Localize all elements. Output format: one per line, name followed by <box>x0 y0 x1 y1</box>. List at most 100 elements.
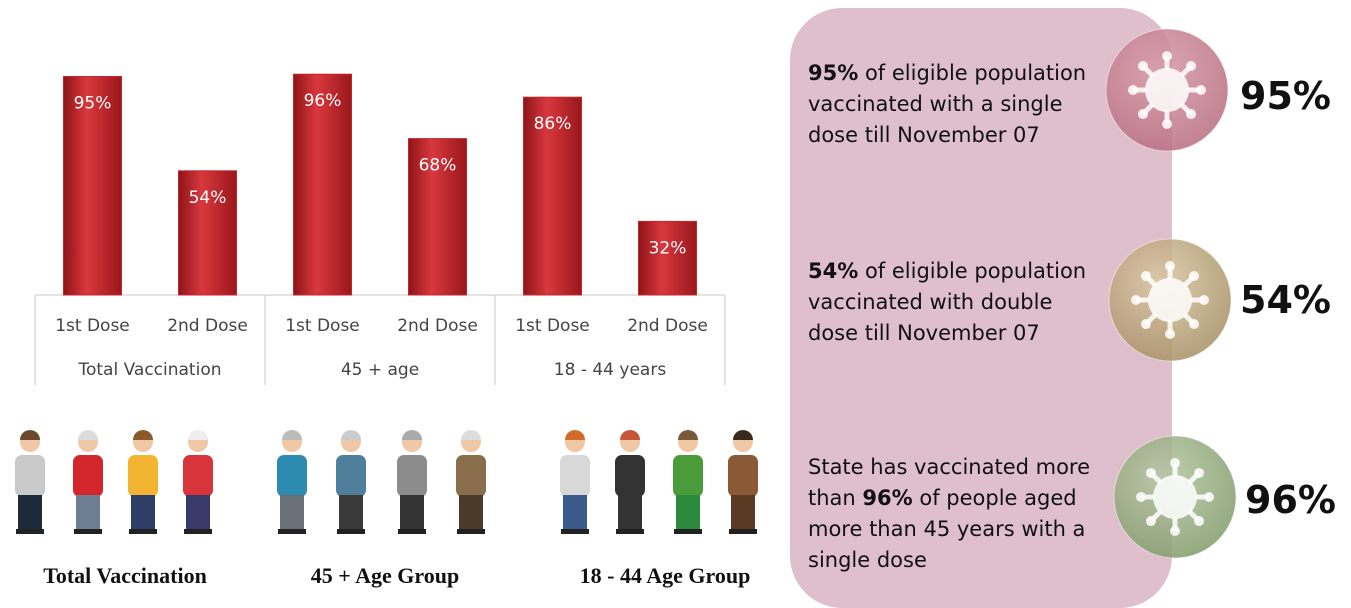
hair <box>678 430 698 440</box>
person-illustration <box>15 430 45 534</box>
hair <box>620 430 640 440</box>
value-label: 54% <box>189 188 227 208</box>
hair <box>733 430 753 440</box>
hair <box>78 430 98 440</box>
hair <box>402 430 422 440</box>
legs <box>731 495 755 531</box>
virus-spike-tip <box>1186 109 1196 119</box>
hair <box>461 430 481 440</box>
highlight-text-part: 54% <box>808 259 858 283</box>
category-label: 2nd Dose <box>627 316 708 336</box>
group-label: Total Vaccination <box>77 360 221 380</box>
shoes <box>616 529 644 534</box>
torso <box>397 455 427 497</box>
value-label: 32% <box>649 238 687 258</box>
highlight-text: 54% of eligible population vaccinated wi… <box>808 256 1108 349</box>
people-caption: Total Vaccination <box>43 563 207 588</box>
torso <box>183 455 213 497</box>
virus-spike-tip <box>1189 271 1199 281</box>
highlight-figure: 96% <box>1245 478 1336 522</box>
torso <box>615 455 645 497</box>
legs <box>186 495 210 531</box>
person-illustration <box>397 430 427 534</box>
value-label: 95% <box>74 94 112 114</box>
value-label: 68% <box>419 156 457 176</box>
shoes <box>398 529 426 534</box>
category-label: 2nd Dose <box>167 316 248 336</box>
person-illustration <box>673 430 703 534</box>
hair <box>133 430 153 440</box>
page: Total Vaccination 45 + age 18 - 44 years 95… <box>0 0 1351 595</box>
legs <box>339 495 363 531</box>
highlight-figure: 54% <box>1240 278 1331 322</box>
torso <box>15 455 45 497</box>
person-illustration <box>73 430 103 534</box>
highlight-text: State has vaccinated more than 96% of pe… <box>808 452 1108 576</box>
legs <box>131 495 155 531</box>
torso <box>728 455 758 497</box>
torso <box>456 455 486 497</box>
virus-spike-tip <box>1194 468 1204 478</box>
people-caption: 18 - 44 Age Group <box>580 563 751 588</box>
virus-spike <box>1181 104 1191 114</box>
person-illustration <box>728 430 758 534</box>
person-illustration <box>560 430 590 534</box>
shoes <box>457 529 485 534</box>
virus-spike-tip <box>1196 85 1206 95</box>
virus-spike-tip <box>1194 516 1204 526</box>
shoes <box>729 529 757 534</box>
legs <box>618 495 642 531</box>
person-illustration <box>183 430 213 534</box>
legs <box>18 495 42 531</box>
person-illustration <box>615 430 645 534</box>
shoes <box>184 529 212 534</box>
hair <box>565 430 585 440</box>
highlight-text-part: 96% <box>862 486 912 510</box>
shoes <box>74 529 102 534</box>
value-label: 96% <box>304 91 342 111</box>
group-label: 45 + age <box>341 360 419 380</box>
hair <box>20 430 40 440</box>
hair <box>341 430 361 440</box>
torso <box>277 455 307 497</box>
legs <box>280 495 304 531</box>
person-illustration <box>336 430 366 534</box>
person-illustration <box>277 430 307 534</box>
category-label: 1st Dose <box>285 316 360 336</box>
virus-spike-tip <box>1189 319 1199 329</box>
person-illustration <box>456 430 486 534</box>
virus-spike <box>1184 276 1194 286</box>
hair <box>188 430 208 440</box>
virus-spike-tip <box>1186 61 1196 71</box>
legs <box>400 495 424 531</box>
shoes <box>337 529 365 534</box>
shoes <box>129 529 157 534</box>
torso <box>336 455 366 497</box>
torso <box>560 455 590 497</box>
hair <box>282 430 302 440</box>
legs <box>676 495 700 531</box>
legs <box>76 495 100 531</box>
category-label: 1st Dose <box>515 316 590 336</box>
virus-spike <box>1189 473 1199 483</box>
virus-spike <box>1181 66 1191 76</box>
virus-spike <box>1189 511 1199 521</box>
virus-spike-tip <box>1199 295 1209 305</box>
category-label: 1st Dose <box>55 316 130 336</box>
person-illustration <box>128 430 158 534</box>
highlight-text-part: 95% <box>808 61 858 85</box>
shoes <box>674 529 702 534</box>
group-label: 18 - 44 years <box>554 360 667 380</box>
value-label: 86% <box>534 114 572 134</box>
legs <box>459 495 483 531</box>
virus-spike-tip <box>1204 492 1214 502</box>
chart: Total Vaccination 45 + age 18 - 44 years 95… <box>0 0 790 595</box>
highlight-text: 95% of eligible population vaccinated wi… <box>808 58 1108 151</box>
torso <box>128 455 158 497</box>
legs <box>563 495 587 531</box>
shoes <box>278 529 306 534</box>
shoes <box>561 529 589 534</box>
people-caption: 45 + Age Group <box>311 563 459 588</box>
virus-spike <box>1184 314 1194 324</box>
category-label: 2nd Dose <box>397 316 478 336</box>
